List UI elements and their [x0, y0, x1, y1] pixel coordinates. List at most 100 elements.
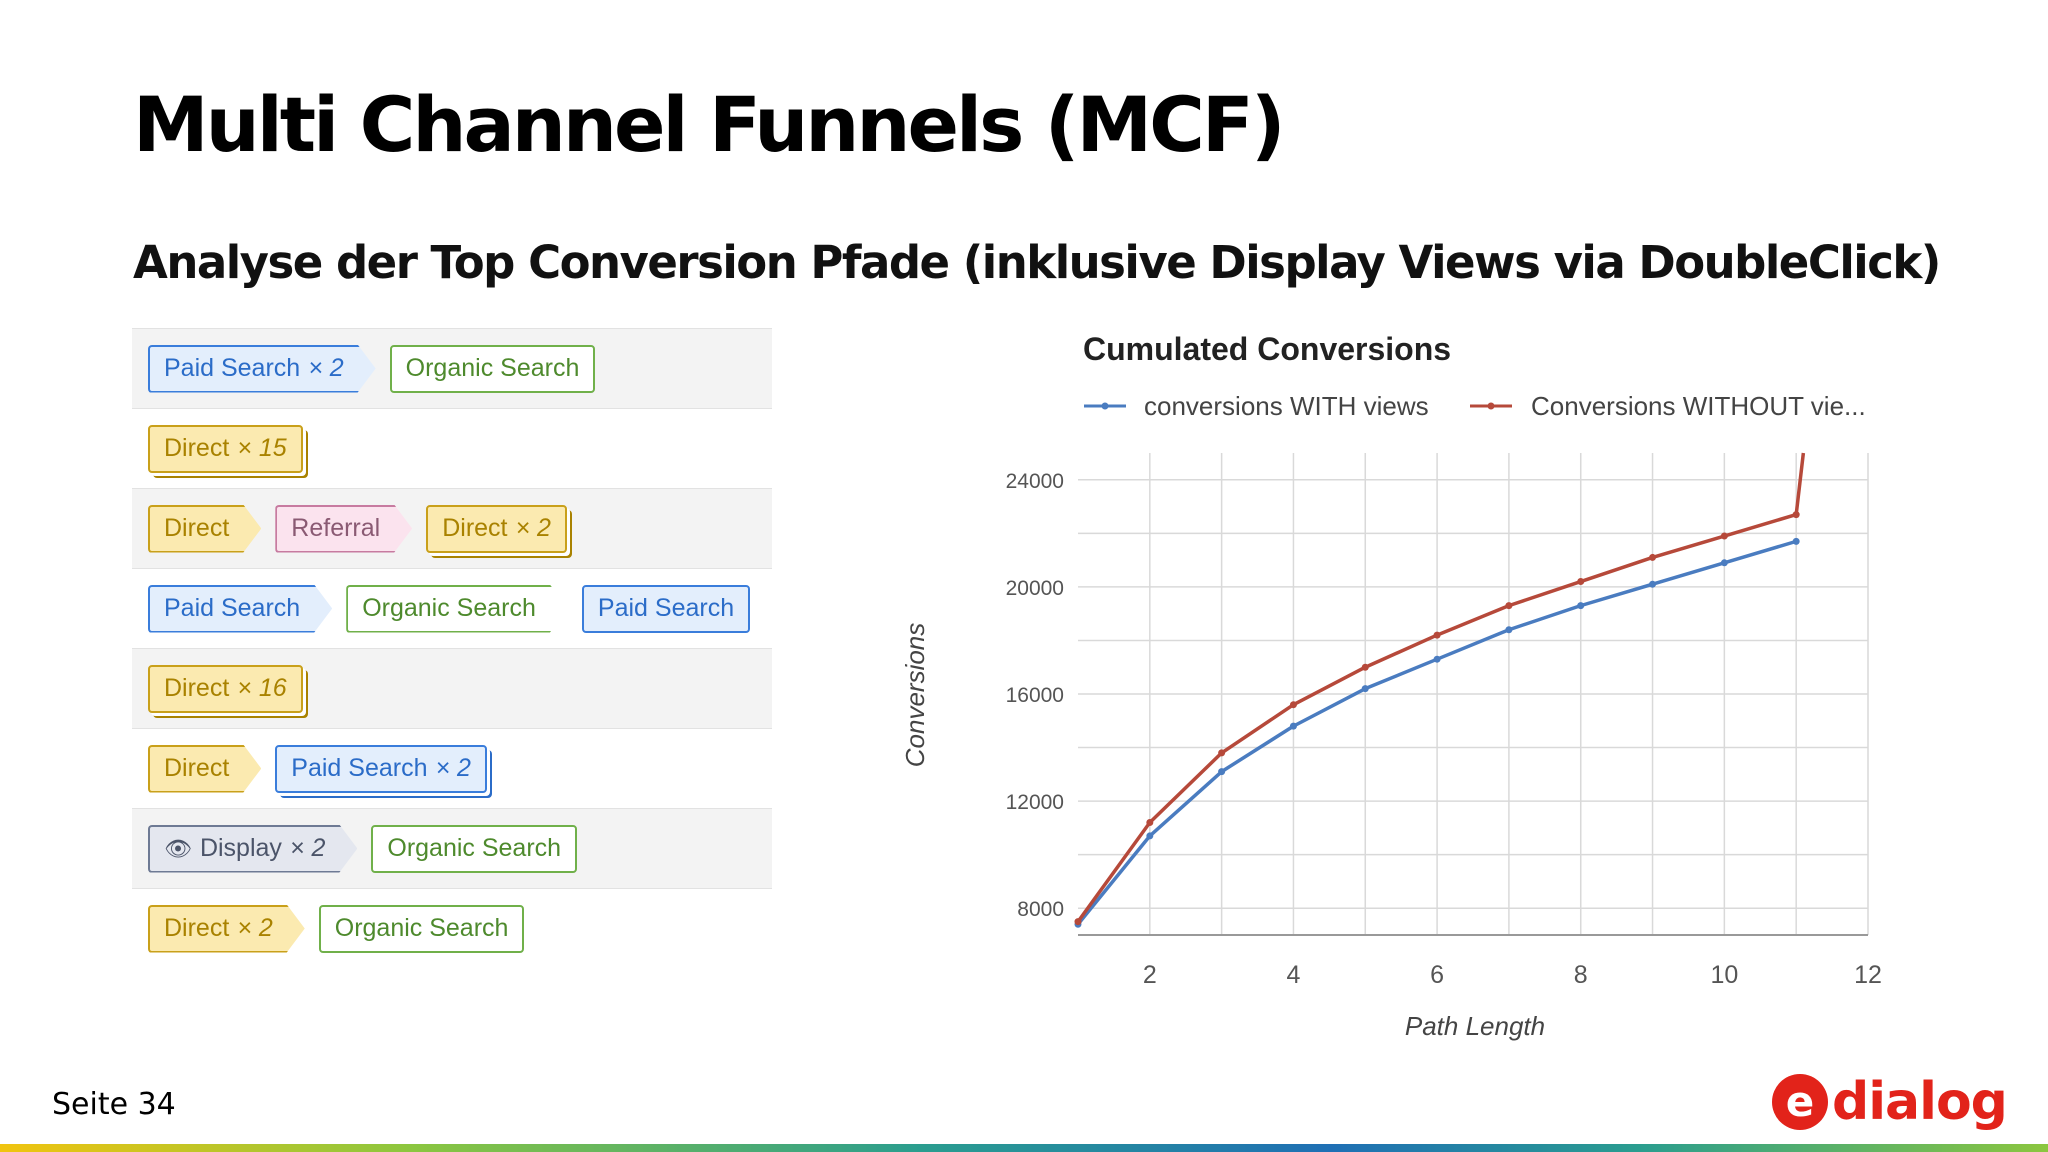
channel-badge-direct[interactable]: Direct × 2 — [426, 504, 567, 553]
x-tick-label: 10 — [1710, 961, 1738, 989]
channel-label: Paid Search — [164, 594, 301, 622]
channel-label: Direct — [442, 514, 508, 542]
x-axis-ticks: 2 4 6 8 10 12 — [1143, 961, 1882, 989]
series-point-0 — [1218, 768, 1226, 776]
path-row: Paid Search Organic Search Paid Search — [132, 568, 772, 648]
channel-label: Organic Search — [334, 914, 509, 942]
chart-grid — [1078, 453, 1869, 936]
series-point-1 — [1720, 532, 1728, 540]
channel-label: Direct — [164, 914, 230, 942]
chart-series — [1074, 452, 1806, 928]
path-row: Direct × 15 — [132, 408, 772, 488]
series-point-0 — [1649, 580, 1657, 588]
x-tick-label: 4 — [1287, 961, 1301, 989]
series-point-1 — [1074, 918, 1082, 926]
repeat-count: × 2 — [308, 354, 344, 382]
eye-icon: 👁 — [164, 835, 192, 861]
y-tick-label: 8000 — [1017, 898, 1064, 921]
x-tick-label: 8 — [1574, 961, 1588, 989]
channel-badge-organic[interactable]: Organic Search — [318, 904, 525, 953]
path-row: Direct × 16 — [132, 648, 772, 728]
page-number: Seite 34 — [52, 1087, 176, 1122]
path-row: Direct Paid Search × 2 — [132, 728, 772, 808]
path-row: 👁 Display × 2 Organic Search — [132, 808, 772, 888]
channel-label: Organic Search — [362, 594, 536, 622]
channel-label: Direct — [164, 514, 230, 542]
channel-badge-referral[interactable]: Referral — [275, 505, 412, 553]
channel-badge-direct[interactable]: Direct — [148, 745, 261, 793]
channel-badge-display[interactable]: 👁 Display × 2 — [148, 825, 357, 873]
slide-title: Multi Channel Funnels (MCF) — [133, 80, 1286, 169]
channel-badge-paid[interactable]: Paid Search × 2 — [148, 345, 376, 393]
channel-badge-paid[interactable]: Paid Search × 2 — [275, 744, 487, 793]
path-row: Direct × 2 Organic Search — [132, 888, 772, 968]
channel-label: Paid Search — [164, 354, 301, 382]
channel-label: Direct — [164, 674, 230, 702]
channel-badge-organic[interactable]: Organic Search — [371, 824, 578, 873]
repeat-count: × 16 — [237, 674, 287, 702]
conversion-paths-table: Paid Search × 2 Organic Search Direct × 15 Di… — [132, 328, 772, 968]
channel-label: Display — [199, 834, 282, 862]
series-point-1 — [1577, 578, 1585, 586]
x-tick-label: 2 — [1143, 961, 1157, 989]
logo-text: dialog — [1832, 1072, 2008, 1132]
chart-title: Cumulated Conversions — [1083, 331, 1451, 367]
y-tick-label: 16000 — [1006, 684, 1064, 707]
repeat-count: × 2 — [435, 754, 471, 782]
series-point-0 — [1433, 655, 1441, 663]
channel-label: Paid Search — [291, 754, 428, 782]
y-tick-label: 24000 — [1006, 470, 1064, 493]
channel-label: Direct — [164, 754, 230, 782]
legend-series-without: Conversions WITHOUT vie... — [1531, 391, 1866, 421]
series-point-1 — [1361, 663, 1369, 671]
legend-series-with: conversions WITH views — [1144, 391, 1429, 421]
series-point-0 — [1792, 537, 1800, 545]
channel-badge-direct[interactable]: Direct — [148, 505, 261, 553]
series-point-0 — [1361, 685, 1369, 693]
y-tick-label: 20000 — [1006, 577, 1064, 600]
series-point-1 — [1218, 749, 1226, 757]
channel-badge-organic[interactable]: Organic Search — [346, 585, 568, 633]
channel-badge-paid[interactable]: Paid Search — [148, 585, 332, 633]
y-axis-label: Conversions — [900, 623, 930, 768]
logo-letter: e — [1772, 1074, 1828, 1130]
series-point-0 — [1289, 722, 1297, 730]
series-point-1 — [1289, 701, 1297, 709]
series-point-1 — [1433, 631, 1441, 639]
repeat-count: × 2 — [237, 914, 273, 942]
series-point-1 — [1146, 819, 1154, 827]
channel-badge-direct[interactable]: Direct × 16 — [148, 664, 303, 713]
series-point-0 — [1146, 832, 1154, 840]
path-row: Paid Search × 2 Organic Search — [132, 328, 772, 408]
channel-badge-direct[interactable]: Direct × 2 — [148, 905, 305, 953]
series-point-1 — [1649, 553, 1657, 561]
slide-subtitle: Analyse der Top Conversion Pfade (inklus… — [133, 236, 1941, 289]
edialog-logo: e dialog — [1772, 1072, 2008, 1132]
series-point-1 — [1505, 602, 1513, 610]
channel-badge-paid[interactable]: Paid Search — [581, 584, 751, 633]
channel-badge-organic[interactable]: Organic Search — [389, 344, 596, 393]
series-line-1 — [1076, 452, 1806, 923]
channel-label: Referral — [291, 514, 381, 542]
channel-label: Direct — [164, 434, 230, 462]
x-axis-label: Path Length — [1405, 1011, 1545, 1041]
cumulated-conversions-chart: Cumulated Conversions conversions WITH v… — [900, 331, 1882, 1041]
channel-badge-direct[interactable]: Direct × 15 — [148, 424, 303, 473]
repeat-count: × 2 — [289, 834, 326, 862]
repeat-count: × 2 — [515, 514, 551, 542]
series-point-0 — [1577, 602, 1585, 610]
channel-label: Paid Search — [597, 594, 735, 622]
series-point-0 — [1505, 626, 1513, 634]
repeat-count: × 15 — [237, 434, 287, 462]
series-point-0 — [1720, 559, 1728, 567]
channel-label: Organic Search — [405, 354, 580, 382]
series-point-1 — [1792, 511, 1800, 519]
y-tick-label: 12000 — [1006, 791, 1064, 814]
x-tick-label: 6 — [1430, 961, 1444, 989]
channel-label: Organic Search — [387, 834, 562, 862]
bottom-color-bar — [0, 1144, 2048, 1152]
x-tick-label: 12 — [1854, 961, 1882, 989]
path-row: Direct Referral Direct × 2 — [132, 488, 772, 568]
y-axis-ticks: 8000 12000 16000 20000 24000 — [1006, 470, 1064, 921]
chart-legend: conversions WITH views Conversions WITHO… — [1084, 391, 1866, 421]
